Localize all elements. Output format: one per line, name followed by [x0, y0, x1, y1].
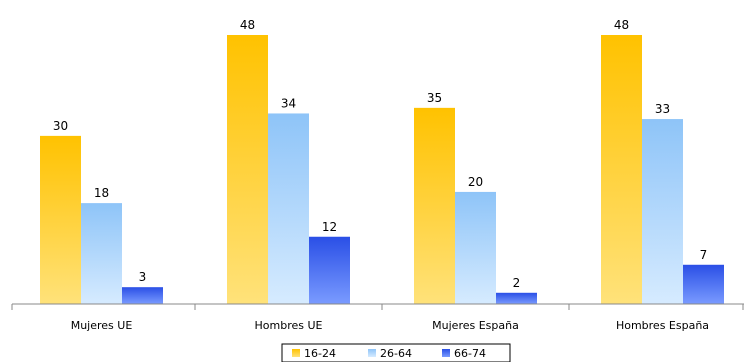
legend-label-16-24: 16-24: [304, 347, 336, 360]
bar-hombres-espana-26-64: [642, 119, 683, 304]
legend-label-66-74: 66-74: [454, 347, 486, 360]
bar-hombres-ue-66-74: [309, 236, 350, 304]
value-label-hombres-espana-26-64: 33: [655, 102, 670, 116]
bars-layer: [40, 35, 724, 305]
legend-box: [281, 343, 511, 362]
category-label-hombres-espana: Hombres España: [616, 319, 709, 332]
bar-mujeres-espana-26-64: [455, 191, 496, 304]
value-label-hombres-espana-16-24: 48: [614, 18, 629, 32]
value-label-mujeres-ue-26-64: 18: [94, 186, 109, 200]
category-label-hombres-ue: Hombres UE: [255, 319, 323, 332]
value-label-mujeres-espana-16-24: 35: [427, 91, 442, 105]
bar-hombres-ue-26-64: [268, 113, 309, 304]
value-label-hombres-espana-66-74: 7: [700, 248, 708, 262]
bar-mujeres-ue-16-24: [40, 135, 81, 304]
bar-hombres-espana-66-74: [683, 264, 724, 304]
value-label-hombres-ue-26-64: 34: [281, 96, 296, 110]
value-label-hombres-ue-66-74: 12: [322, 220, 337, 234]
value-labels-layer: 30 18 3 48 34 12 35 20 2 48 33 7: [53, 18, 707, 290]
legend-label-26-64: 26-64: [380, 347, 412, 360]
value-label-mujeres-ue-66-74: 3: [139, 270, 147, 284]
legend-swatch-26-64: [368, 349, 376, 357]
bar-hombres-ue-16-24: [227, 35, 268, 304]
legend: 16-24 26-64 66-74: [281, 343, 511, 362]
value-label-mujeres-espana-66-74: 2: [513, 276, 521, 290]
category-label-mujeres-espana: Mujeres España: [432, 319, 519, 332]
legend-swatch-16-24: [292, 349, 300, 357]
category-label-mujeres-ue: Mujeres UE: [71, 319, 133, 332]
bar-mujeres-espana-66-74: [496, 292, 537, 304]
bar-hombres-espana-16-24: [601, 35, 642, 304]
legend-swatch-66-74: [442, 349, 450, 357]
bar-mujeres-ue-66-74: [122, 287, 163, 304]
bar-mujeres-ue-26-64: [81, 203, 122, 304]
bar-mujeres-espana-16-24: [414, 107, 455, 305]
x-axis-ticks: [11, 304, 744, 310]
category-labels: Mujeres UE Hombres UE Mujeres España Hombre…: [71, 319, 709, 332]
value-label-mujeres-ue-16-24: 30: [53, 119, 68, 133]
value-label-hombres-ue-16-24: 48: [240, 18, 255, 32]
value-label-mujeres-espana-26-64: 20: [468, 175, 483, 189]
